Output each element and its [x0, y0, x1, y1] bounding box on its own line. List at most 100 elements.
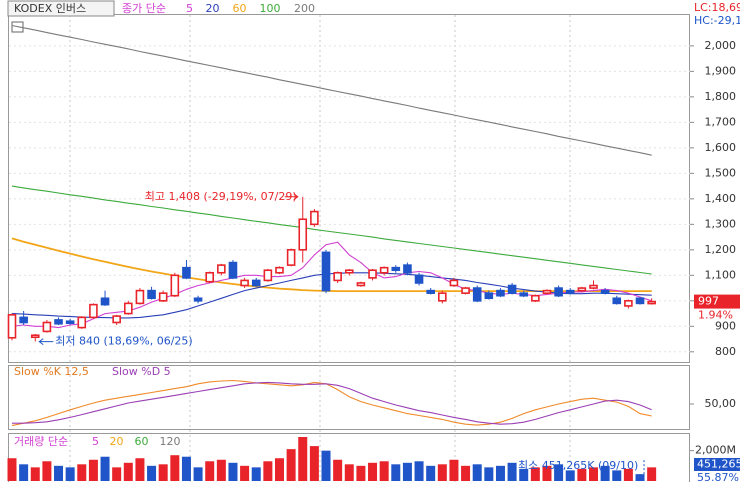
- y-tick-label: 1,700: [705, 115, 737, 128]
- legend-entry: 5: [186, 2, 193, 15]
- candle-body: [344, 269, 354, 274]
- volume-bar: [414, 461, 424, 481]
- candle-body: [449, 279, 459, 287]
- candle-body: [286, 249, 296, 266]
- volume-bar: [321, 450, 331, 481]
- volume-bar: [7, 458, 17, 481]
- volume-bar: [554, 464, 564, 481]
- y-tick-label: 1,600: [705, 141, 737, 154]
- candle-body: [565, 289, 575, 294]
- low-annotation: 최저 840 (18,69%, 06/25): [55, 335, 192, 348]
- stoch-legend-d: Slow %D 5: [112, 365, 171, 378]
- volume-bar: [565, 470, 575, 481]
- candle-body: [19, 316, 28, 324]
- volume-bar: [181, 456, 191, 481]
- candle-body: [310, 210, 319, 226]
- last-price-badge: [694, 294, 740, 309]
- y-tick-label: 1,400: [705, 192, 737, 205]
- candle-body: [519, 292, 529, 297]
- volume-bar: [274, 458, 284, 481]
- candle-body: [100, 297, 110, 306]
- volume-bar: [530, 467, 540, 481]
- legend-entry: 60: [135, 435, 149, 448]
- legend-entry: 200: [294, 2, 315, 15]
- candle-body: [30, 334, 40, 339]
- price-panel: [8, 14, 690, 363]
- y-tick-label: 1,500: [705, 166, 737, 179]
- volume-bar: [379, 461, 389, 481]
- volume-bar: [42, 461, 52, 481]
- volume-bar: [461, 465, 471, 481]
- candle-body: [65, 320, 75, 325]
- legend-entry: 60: [233, 2, 247, 15]
- volume-change: 55.87%: [697, 471, 739, 482]
- legend-entry: 5: [92, 435, 99, 448]
- y-tick-label: 50,00: [705, 397, 737, 410]
- volume-bar: [228, 462, 238, 481]
- min-annotation: 최소 451,265K (09/10): [518, 459, 638, 472]
- y-tick-label: 900: [715, 319, 736, 332]
- candle-body: [542, 289, 552, 294]
- volume-bar: [426, 465, 436, 481]
- candle-body: [333, 271, 342, 282]
- y-tick-label: 1,800: [705, 90, 737, 103]
- volume-bar: [647, 467, 657, 481]
- volume-bar: [449, 459, 459, 481]
- y-tick-label: 2,000: [705, 39, 737, 52]
- candle-body: [507, 284, 517, 294]
- series-line: [11, 379, 652, 427]
- low-arrow: [38, 338, 54, 346]
- volume-bar: [344, 464, 354, 481]
- candle-body: [158, 292, 168, 302]
- candle-body: [554, 287, 563, 297]
- series-line: [11, 24, 652, 156]
- y-tick-label: 1,300: [705, 217, 737, 230]
- candle-body: [275, 266, 284, 274]
- volume-legend-prefix: 거래량 단순: [14, 435, 68, 448]
- grid-icon: [11, 21, 24, 33]
- volume-bar: [77, 464, 87, 481]
- legend-prefix: 종가 단순: [122, 2, 166, 15]
- high-arrow: [284, 193, 299, 201]
- candle-body: [403, 264, 412, 274]
- lc-label: LC:18,69: [694, 1, 740, 14]
- y-tick-label: 1,100: [705, 268, 737, 281]
- candle-body: [89, 303, 98, 319]
- volume-bar: [484, 467, 494, 481]
- volume-bar: [402, 462, 412, 481]
- candle-body: [77, 316, 87, 329]
- stoch-legend-k: Slow %K 12,5: [14, 365, 89, 378]
- candle-body: [135, 289, 145, 305]
- candle-body: [240, 279, 249, 287]
- last-price: 997: [698, 295, 719, 308]
- series-line: [11, 241, 652, 329]
- candle-body: [147, 289, 156, 300]
- volume-bar: [623, 468, 633, 481]
- candle-body: [531, 294, 540, 302]
- volume-bar: [356, 465, 366, 481]
- stoch-panel: [8, 365, 690, 430]
- chart-title: KODEX 인버스: [14, 2, 86, 15]
- volume-bar: [216, 459, 226, 481]
- candle-body: [461, 287, 470, 294]
- volume-bar: [54, 465, 64, 481]
- high-annotation: 최고 1,408 (-29,19%, 07/29): [145, 190, 297, 203]
- volume-bar: [88, 459, 98, 481]
- candle-body: [263, 269, 273, 282]
- candle-body: [182, 266, 191, 279]
- candle-body: [205, 271, 215, 283]
- volume-bar: [333, 459, 343, 481]
- volume-bar: [170, 455, 180, 481]
- candle-body: [379, 266, 389, 274]
- candle-body: [228, 261, 238, 279]
- title-box: [7, 0, 115, 17]
- legend-entry: 20: [206, 2, 220, 15]
- series-line: [11, 185, 652, 275]
- volume-bar: [437, 464, 447, 481]
- volume-bar: [391, 464, 401, 481]
- candle-body: [577, 287, 587, 292]
- candle-body: [647, 300, 656, 305]
- candle-body: [426, 289, 435, 294]
